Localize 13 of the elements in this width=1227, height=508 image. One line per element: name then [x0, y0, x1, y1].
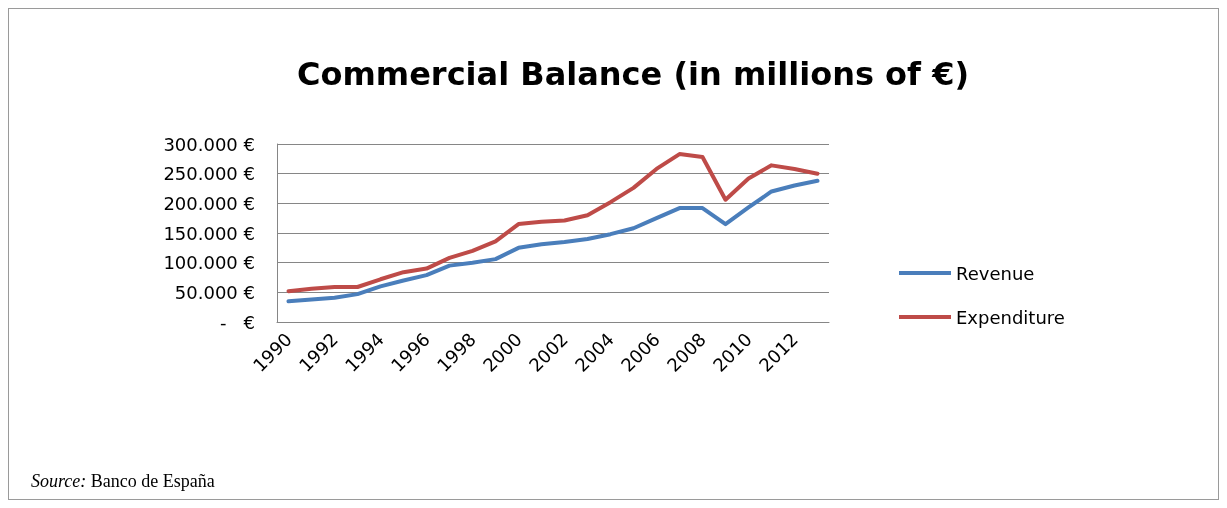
y-tick-label: 300.000 € — [163, 133, 255, 155]
y-tick-label: 150.000 € — [163, 222, 255, 244]
y-tick-label: - € — [219, 311, 255, 333]
chart-title: Commercial Balance (in millions of €) — [296, 55, 970, 93]
legend-label: Revenue — [956, 262, 1035, 284]
source-note: Source: Banco de España — [31, 471, 215, 492]
legend-label: Expenditure — [956, 306, 1065, 328]
line-series — [286, 178, 820, 304]
y-tick-label: 50.000 € — [174, 281, 255, 303]
line-series — [286, 152, 820, 294]
y-tick-label: 250.000 € — [163, 163, 255, 185]
y-tick-label: 100.000 € — [163, 252, 255, 274]
y-tick-label: 200.000 € — [163, 192, 255, 214]
